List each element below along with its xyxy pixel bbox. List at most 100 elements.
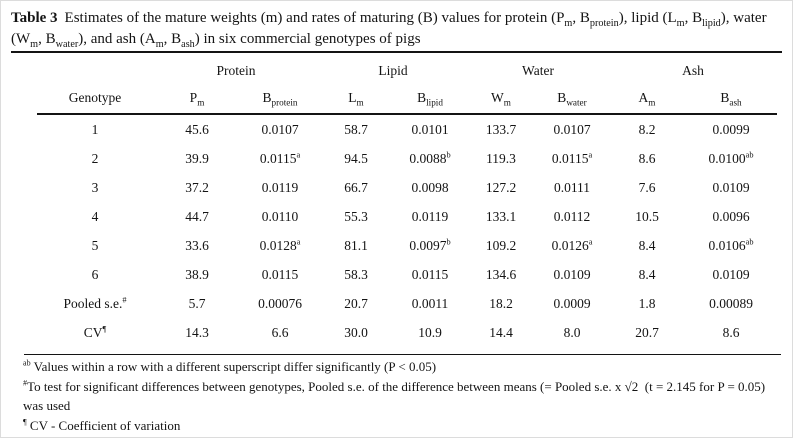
cell-value: 0.00089 bbox=[709, 295, 753, 311]
table-cell: 8.4 bbox=[609, 231, 685, 260]
text-segment: ), water (W bbox=[11, 10, 767, 47]
column-header-label: B bbox=[720, 90, 730, 105]
footnote-1: ab Values within a row with a different … bbox=[23, 358, 437, 374]
significance-superscript: a bbox=[296, 150, 301, 159]
text-segment: , B bbox=[38, 31, 56, 47]
cell-value: 14.3 bbox=[185, 324, 209, 340]
row-label: 2 bbox=[37, 144, 153, 173]
table-cell: 14.3 bbox=[153, 318, 241, 347]
table-cell: 0.0011 bbox=[393, 289, 467, 318]
table-cell: 0.0126a bbox=[535, 231, 609, 260]
table-number: Table 3 bbox=[11, 10, 58, 26]
column-header-bwater: Bwater bbox=[535, 83, 609, 115]
table-cell: 0.0119 bbox=[241, 173, 319, 202]
row-label: 4 bbox=[37, 202, 153, 231]
cell-value: 0.0096 bbox=[712, 208, 750, 224]
table-cell: 38.9 bbox=[153, 260, 241, 289]
table-row-pooled-s-e-: Pooled s.e.# 5.7 0.00076 20.7 0.0011 18.2 0.00… bbox=[37, 289, 777, 318]
table-cell: 20.7 bbox=[319, 289, 393, 318]
table-row-5: 5 33.6 0.0128a 81.1 0.0097b 109.2 0.0126a 8.4 0.… bbox=[37, 231, 777, 260]
subscript: protein bbox=[271, 97, 298, 108]
table-cell: 133.1 bbox=[467, 202, 535, 231]
table-cell: 0.0109 bbox=[535, 260, 609, 289]
significance-superscript: a bbox=[296, 237, 301, 246]
cell-value: 6.6 bbox=[271, 324, 289, 340]
table-cell: 0.0115a bbox=[535, 144, 609, 173]
cell-value: 58.3 bbox=[344, 266, 368, 282]
cell-value: 33.6 bbox=[185, 237, 209, 253]
table-cell: 0.0098 bbox=[393, 173, 467, 202]
cell-value: 133.7 bbox=[485, 121, 517, 137]
table-cell: 8.0 bbox=[535, 318, 609, 347]
group-header-protein: Protein bbox=[216, 62, 256, 78]
cell-value: 0.0107 bbox=[553, 121, 591, 137]
footnote-divider bbox=[24, 354, 781, 355]
table-row-4: 4 44.7 0.0110 55.3 0.0119 133.1 0.0112 10.5 0.00… bbox=[37, 202, 777, 231]
cell-value: 0.00076 bbox=[258, 295, 302, 311]
cell-value: 44.7 bbox=[185, 208, 209, 224]
table-cell: 37.2 bbox=[153, 173, 241, 202]
column-header-pm: Pm bbox=[153, 83, 241, 115]
text-segment: , B bbox=[572, 10, 590, 26]
cell-value: 0.0111 bbox=[553, 179, 591, 195]
significance-superscript: b bbox=[446, 237, 451, 246]
subscript: water bbox=[55, 39, 79, 50]
table-cell: 127.2 bbox=[467, 173, 535, 202]
table-cell: 58.3 bbox=[319, 260, 393, 289]
table-cell: 0.0115 bbox=[393, 260, 467, 289]
column-header-label: B bbox=[262, 90, 272, 105]
column-header-lm: Lm bbox=[319, 83, 393, 115]
column-header-label: B bbox=[417, 90, 427, 105]
column-header-label: A bbox=[638, 90, 649, 105]
subscript: m bbox=[155, 39, 164, 50]
cell-value: 133.1 bbox=[485, 208, 517, 224]
cell-value: 0.0109 bbox=[712, 266, 750, 282]
cell-value: 0.0097 bbox=[409, 237, 447, 253]
column-header-genotype: Genotype bbox=[37, 83, 153, 115]
column-header-label: B bbox=[557, 90, 567, 105]
cell-value: 8.6 bbox=[722, 324, 740, 340]
row-label: 5 bbox=[37, 231, 153, 260]
significance-superscript: ab bbox=[745, 237, 754, 246]
row-label: 1 bbox=[37, 114, 153, 144]
table-cell: 0.0106ab bbox=[685, 231, 777, 260]
cell-value: 8.4 bbox=[638, 266, 656, 282]
row-label: 3 bbox=[37, 173, 153, 202]
cell-value: 37.2 bbox=[185, 179, 209, 195]
table-cell: 0.0107 bbox=[241, 114, 319, 144]
table-cell: 0.0099 bbox=[685, 114, 777, 144]
subscript: ash bbox=[729, 97, 742, 108]
table-cell: 10.5 bbox=[609, 202, 685, 231]
cell-value: 18.2 bbox=[489, 295, 513, 311]
column-header-blipid: Blipid bbox=[393, 83, 467, 115]
cell-value: 10.5 bbox=[635, 208, 659, 224]
cell-value: 8.0 bbox=[563, 324, 581, 340]
significance-superscript: a bbox=[588, 237, 593, 246]
table-cell: 0.00089 bbox=[685, 289, 777, 318]
table-cell: 0.00076 bbox=[241, 289, 319, 318]
column-header-bprotein: Bprotein bbox=[241, 83, 319, 115]
table-cell: 0.0111 bbox=[535, 173, 609, 202]
cell-value: 109.2 bbox=[485, 237, 517, 253]
significance-superscript: b bbox=[446, 150, 451, 159]
table-cell: 0.0110 bbox=[241, 202, 319, 231]
cell-value: 0.0115 bbox=[551, 150, 589, 166]
text-segment: , B bbox=[163, 31, 182, 47]
subscript: m bbox=[648, 97, 656, 108]
superscript-marker: # bbox=[122, 295, 127, 304]
table-cell: 0.0100ab bbox=[685, 144, 777, 173]
cell-value: 38.9 bbox=[185, 266, 209, 282]
column-header-wm: Wm bbox=[467, 83, 535, 115]
cell-value: 20.7 bbox=[635, 324, 659, 340]
row-label-text: CV bbox=[83, 324, 103, 340]
table-cell: 0.0119 bbox=[393, 202, 467, 231]
table-cell: 0.0096 bbox=[685, 202, 777, 231]
cell-value: 81.1 bbox=[344, 237, 368, 253]
table-cell: 45.6 bbox=[153, 114, 241, 144]
cell-value: 58.7 bbox=[344, 121, 368, 137]
cell-value: 0.0128 bbox=[259, 237, 297, 253]
subscript: ash bbox=[181, 39, 195, 50]
cell-value: 55.3 bbox=[344, 208, 368, 224]
column-header-label: W bbox=[491, 90, 504, 105]
cell-value: 0.0101 bbox=[411, 121, 449, 137]
